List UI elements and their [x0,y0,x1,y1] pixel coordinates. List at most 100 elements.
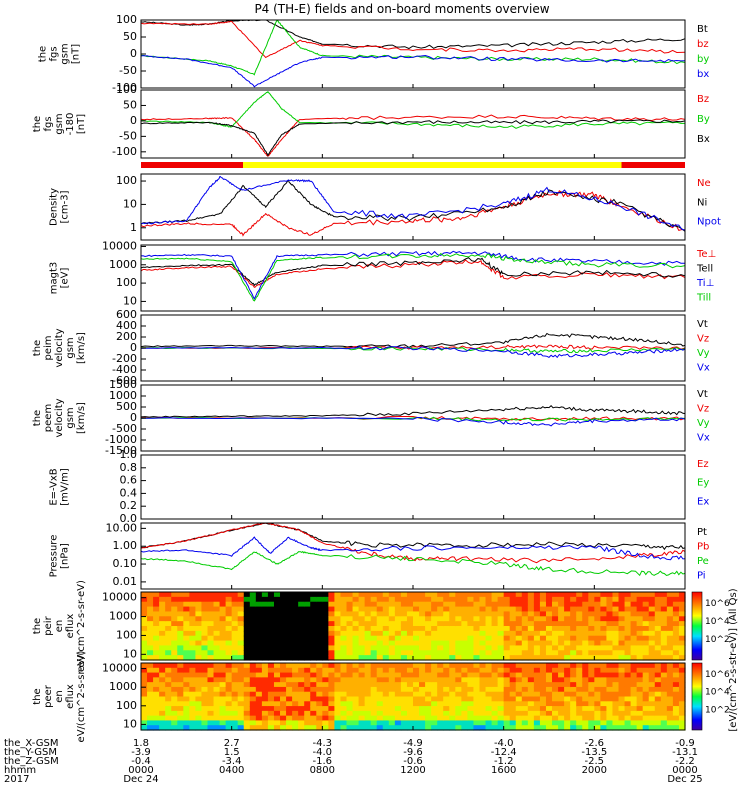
spectrogram-cell [394,630,402,637]
spectrogram-cell [201,663,209,669]
spectrogram-cell [364,706,372,712]
spectrogram-cell [219,691,227,698]
spectrogram-cell [479,725,487,731]
spectrogram-cell [419,672,426,678]
spectrogram-cell [370,686,378,693]
spectrogram-cell [177,667,184,674]
spectrogram-cell [582,682,589,688]
spectrogram-cell [618,640,626,647]
spectrogram-cell [255,677,263,683]
spectrogram-cell [485,720,493,726]
spectrogram-cell [473,601,481,608]
spectrogram-cell [346,706,354,712]
spectrogram-cell [624,640,632,647]
spectrogram-cell [177,663,184,669]
spectrogram-cell [437,592,444,598]
spectrogram-cell [503,710,511,717]
spectrogram-cell [286,621,293,627]
spectrogram-cell [558,601,565,608]
spectrogram-cell [545,720,553,726]
spectrogram-cell [594,621,601,627]
spectrogram-cell [618,691,626,698]
spectrogram-cell [654,677,662,683]
spectrogram-cell [388,691,396,698]
spectrogram-cell [225,663,233,669]
spectrogram-cell [612,710,620,717]
spectrogram-cell [539,677,547,683]
spectrogram-cell [261,667,269,674]
spectrogram-cell [678,596,686,603]
spectrogram-cell [570,696,577,702]
spectrogram-cell [660,663,668,669]
spectrogram-cell [497,655,505,661]
spectrogram-cell [642,606,650,613]
spectrogram-cell [630,645,638,651]
y-tick-label: 0 [130,411,137,424]
spectrogram-cell [455,701,462,707]
spectrogram-cell [328,592,336,598]
spectrogram-cell [497,706,505,712]
spectrogram-cell [606,621,614,627]
spectrogram-cell [660,677,668,683]
spectrogram-cell [467,715,475,722]
spectrogram-cell [443,601,450,608]
spectrogram-cell [666,663,674,669]
spectrogram-cell [316,677,323,683]
spectrogram-cell [509,725,517,731]
spectrogram-cell [564,626,571,632]
spectrogram-cell [449,720,456,726]
spectrogram-cell [213,616,221,622]
spectrogram-cell [666,640,674,647]
spectrogram-cell [612,645,620,651]
spectrogram-cell [600,621,608,627]
spectrogram-cell [624,616,632,622]
spectrogram-cell [539,710,547,717]
spectrogram-cell [382,626,390,632]
spectrogram-cell [237,616,245,622]
spectrogram-cell [413,655,420,661]
spectrogram-cell [159,696,166,702]
spectrogram-cell [630,677,638,683]
spectrogram-cell [261,592,269,598]
spectrogram-cell [648,626,656,632]
spectrogram-cell [225,696,233,702]
spectrogram-cell [231,616,239,622]
spectrogram-cell [153,686,160,693]
spectrogram-cell [267,691,275,698]
spectrogram-cell [207,696,215,702]
spectrogram-cell [280,630,287,637]
spectrogram-cell [455,677,462,683]
spectrogram-cell [394,626,402,632]
spectrogram-cell [292,677,299,683]
spectrogram-cell [419,655,426,661]
spectrogram-cell [461,725,468,731]
spectrogram-cell [388,640,396,647]
spectrogram-cell [594,706,601,712]
spectrogram-cell [292,630,299,637]
spectrogram-cell [636,611,644,617]
spectrogram-cell [612,677,620,683]
spectrogram-cell [515,686,523,693]
spectrogram-cell [467,720,475,726]
spectrogram-cell [286,663,293,669]
spectrogram-cell [467,650,475,656]
spectrogram-cell [666,592,674,598]
spectrogram-cell [304,640,311,647]
spectrogram-cell [419,701,426,707]
spectrogram-cell [618,682,626,688]
spectrogram-cell [292,710,299,717]
spectrogram-cell [630,616,638,622]
spectrogram-cell [189,701,196,707]
spectrogram-cell [280,650,287,656]
spectrogram-cell [243,672,251,678]
spectrogram-cell [322,720,329,726]
spectrogram-cell [606,677,614,683]
spectrogram-cell [231,621,239,627]
spectrogram-cell [159,725,166,731]
spectrogram-cell [630,663,638,669]
spectrogram-cell [171,601,178,608]
spectrogram-cell [141,672,148,678]
spectrogram-cell [189,667,196,674]
spectrogram-cell [382,672,390,678]
spectrogram-cell [413,596,420,603]
